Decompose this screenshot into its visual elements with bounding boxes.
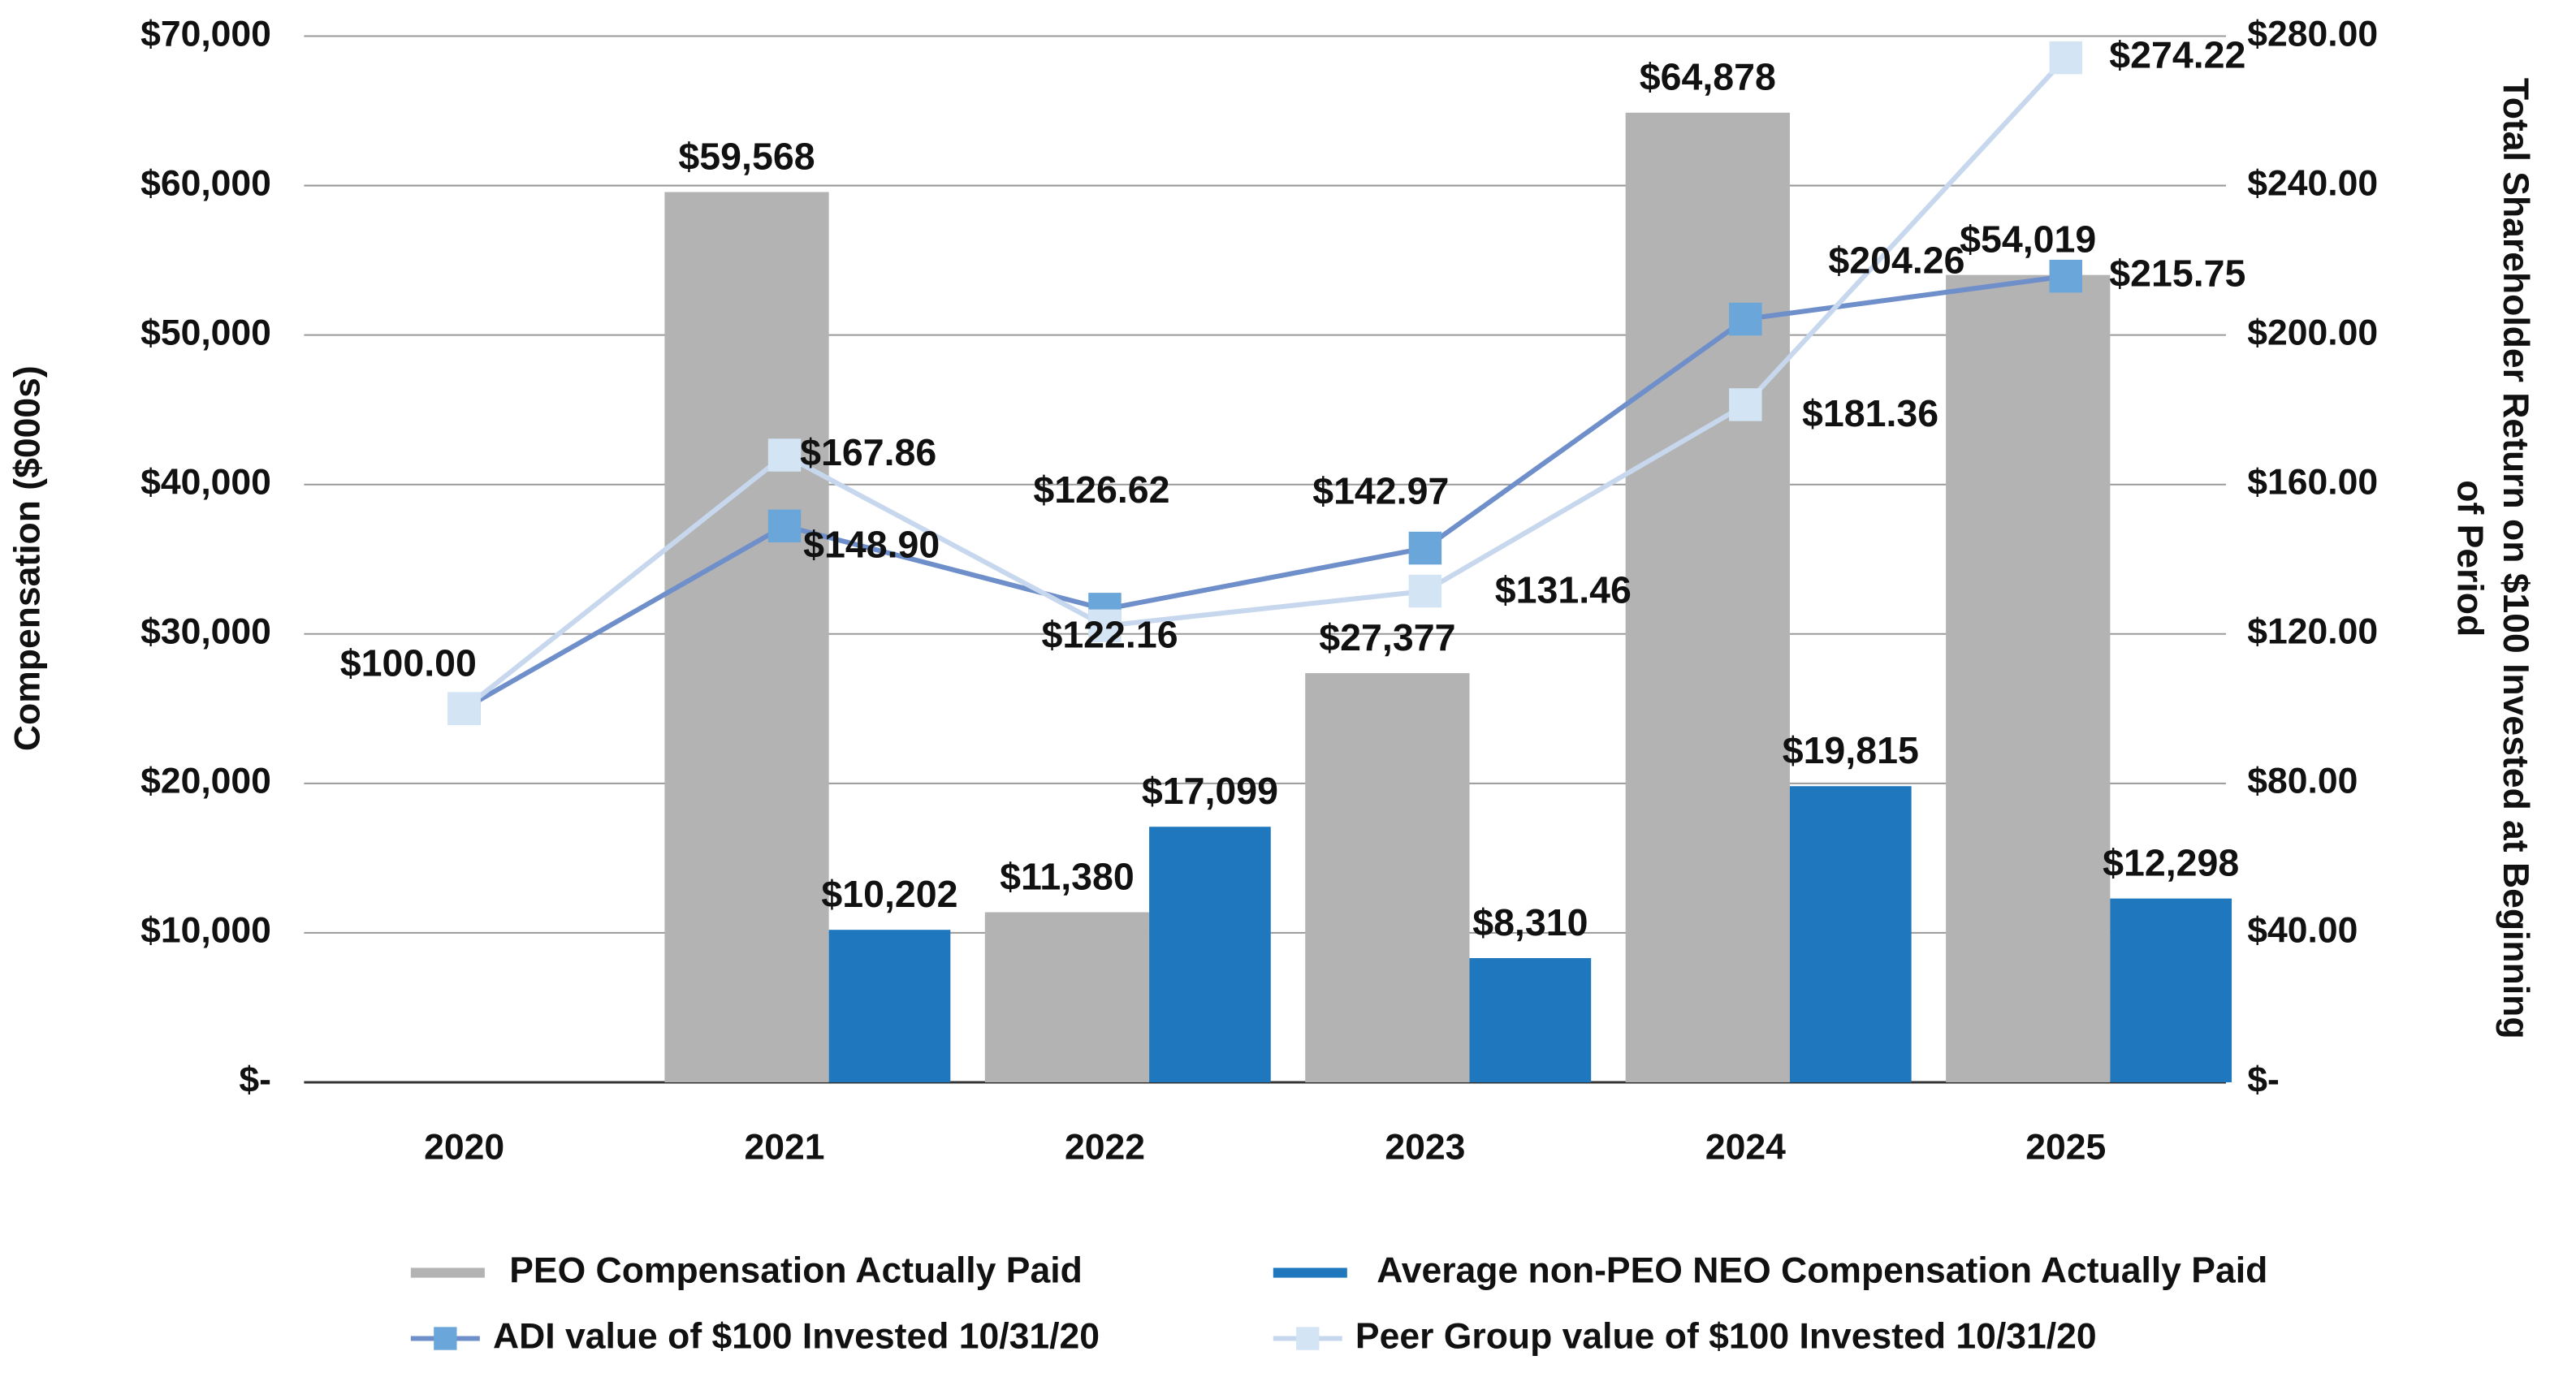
legend-label: ADI value of $100 Invested 10/31/20 xyxy=(493,1316,1100,1356)
data-label: $19,815 xyxy=(1783,729,1919,771)
data-label: $131.46 xyxy=(1495,568,1632,611)
legend-item: PEO Compensation Actually Paid xyxy=(410,1250,1083,1290)
legend-label: Average non-PEO NEO Compensation Actuall… xyxy=(1377,1250,2267,1290)
marker xyxy=(767,509,802,543)
marker xyxy=(1729,388,1762,421)
y-tick-label: $10,000 xyxy=(140,911,271,951)
data-label: $64,878 xyxy=(1640,56,1776,98)
legend-item: Peer Group value of $100 Invested 10/31/… xyxy=(1273,1316,2097,1356)
x-tick-label: 2024 xyxy=(1705,1128,1786,1168)
data-label: $12,298 xyxy=(2103,841,2239,883)
bar xyxy=(664,192,829,1082)
bar xyxy=(984,912,1150,1082)
y2-tick-label: $120.00 xyxy=(2247,612,2378,652)
data-label: $54,019 xyxy=(1960,218,2096,260)
y-tick-label: $60,000 xyxy=(140,163,271,203)
data-label: $181.36 xyxy=(1802,392,1938,434)
data-label: $17,099 xyxy=(1142,770,1278,812)
marker xyxy=(1408,574,1442,608)
bar xyxy=(1625,112,1790,1082)
line xyxy=(462,56,2068,711)
bar xyxy=(828,930,951,1082)
bar xyxy=(1149,827,1271,1082)
x-tick-label: 2025 xyxy=(2025,1128,2106,1168)
grid: $- $10,000 $20,000 $30,000 $40,000 $50,000 $60… xyxy=(140,14,2378,1099)
x-tick-label: 2023 xyxy=(1385,1128,1465,1168)
y2-tick-label: $200.00 xyxy=(2247,313,2378,352)
marker xyxy=(2049,41,2082,75)
line xyxy=(463,274,2067,711)
data-label: $126.62 xyxy=(1033,468,1169,511)
x-tick-label: 2021 xyxy=(745,1128,825,1168)
x-tick-label: 2020 xyxy=(424,1128,504,1168)
marker xyxy=(1729,302,1762,336)
legend-swatch xyxy=(1296,1327,1320,1350)
bar xyxy=(1789,786,1912,1082)
data-label: $27,377 xyxy=(1319,616,1455,658)
legend-label: Peer Group value of $100 Invested 10/31/… xyxy=(1355,1316,2097,1356)
marker xyxy=(1088,609,1122,643)
data-label: $204.26 xyxy=(1828,240,1964,282)
y2-tick-label: $160.00 xyxy=(2247,462,2378,502)
legend-swatch xyxy=(434,1327,457,1350)
bars xyxy=(664,112,2232,1082)
data-label: $10,202 xyxy=(821,873,957,915)
y-tick-label: $50,000 xyxy=(140,313,271,352)
legend-item: ADI value of $100 Invested 10/31/20 xyxy=(410,1316,1100,1356)
legend-item: Average non-PEO NEO Compensation Actuall… xyxy=(1273,1250,2267,1290)
y2-tick-label: $280.00 xyxy=(2247,14,2378,54)
marker xyxy=(767,438,802,472)
lines xyxy=(447,41,2082,726)
data-label: $11,380 xyxy=(1000,855,1135,897)
x-tick-label: 2022 xyxy=(1065,1128,1145,1168)
data-label: $122.16 xyxy=(1041,613,1178,655)
legend-label: PEO Compensation Actually Paid xyxy=(509,1250,1083,1290)
data-label: $215.75 xyxy=(2109,252,2245,294)
y2-tick-label: $- xyxy=(2247,1060,2280,1100)
y-tick-label: $- xyxy=(239,1060,271,1100)
data-label: $100.00 xyxy=(340,641,477,684)
y-tick-label: $30,000 xyxy=(140,612,271,652)
marker xyxy=(1408,531,1442,565)
y-tick-label: $20,000 xyxy=(140,762,271,801)
y-tick-label: $70,000 xyxy=(140,14,271,54)
y-tick-label: $40,000 xyxy=(140,462,271,502)
y-axis-title: Compensation ($000s) xyxy=(7,365,47,751)
data-label: $142.97 xyxy=(1312,470,1449,512)
bar xyxy=(1469,958,1592,1082)
data-label: $148.90 xyxy=(803,523,940,565)
labels: 2020 2021 2022 2023 2024 2025 $59,568 $11,380 $2… xyxy=(340,33,2246,1167)
bar xyxy=(1305,673,1470,1082)
marker xyxy=(2049,259,2082,293)
data-label: $274.22 xyxy=(2109,33,2245,76)
data-label: $59,568 xyxy=(678,135,815,177)
y2-tick-label: $240.00 xyxy=(2247,163,2378,203)
marker xyxy=(447,692,481,726)
data-label: $167.86 xyxy=(800,431,936,473)
data-label: $8,310 xyxy=(1472,901,1588,943)
y2-axis-title: of Period xyxy=(2450,480,2490,637)
y2-tick-label: $40.00 xyxy=(2247,911,2358,951)
bar xyxy=(2110,898,2232,1082)
y2-tick-label: $80.00 xyxy=(2247,762,2358,801)
bar xyxy=(1946,274,2111,1082)
y2-axis-title: Total Shareholder Return on $100 Investe… xyxy=(2496,78,2535,1039)
